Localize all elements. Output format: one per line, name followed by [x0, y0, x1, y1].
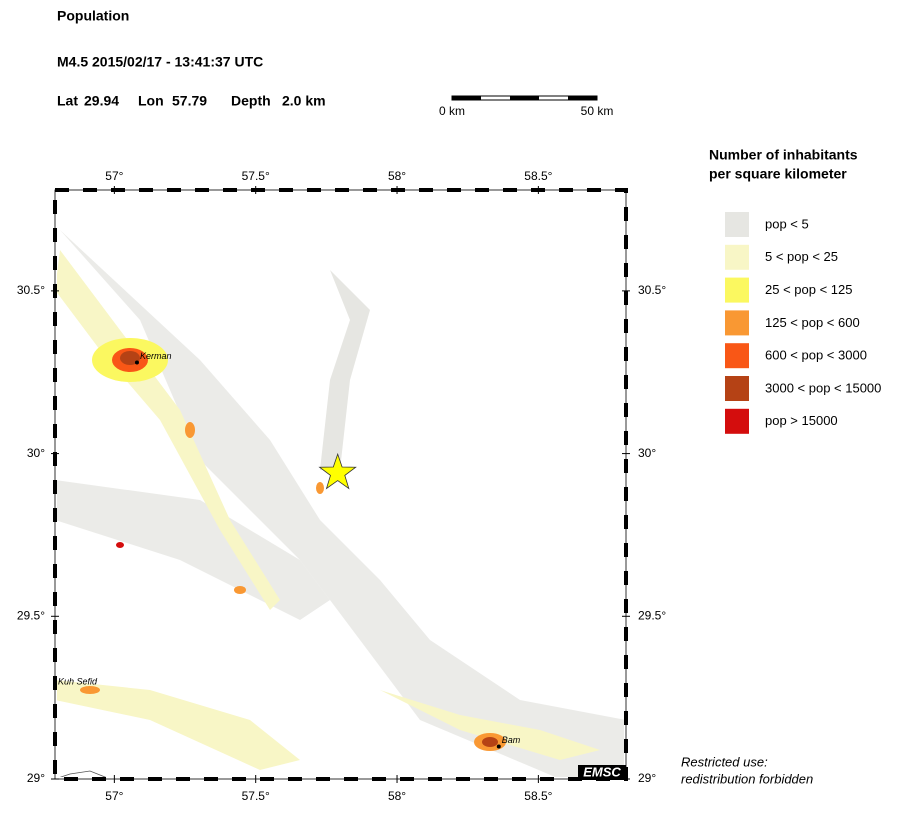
frame: [53, 188, 628, 781]
notice: Restricted use:: [681, 754, 768, 769]
legend-swatch: [725, 277, 749, 303]
lon-tick-label: 58.5°: [524, 169, 552, 183]
lon-tick-label: 58°: [388, 789, 406, 803]
event: M4.5 2015/02/17 - 13:41:37 UTC: [57, 54, 263, 70]
lon-tick-label: 57.5°: [242, 789, 270, 803]
legend-label: 125 < pop < 600: [765, 315, 860, 330]
legend-swatch: [725, 408, 749, 434]
scale-start: 0 km: [439, 104, 465, 118]
lon-tick-label: 58°: [388, 169, 406, 183]
legend-swatch: [725, 244, 749, 270]
legend-label: 600 < pop < 3000: [765, 348, 867, 363]
scale-bar: [451, 95, 598, 101]
badge: EMSC: [583, 764, 621, 779]
city-label: Kerman: [140, 351, 172, 361]
legend-label: 5 < pop < 25: [765, 249, 838, 264]
badge-bg: [578, 765, 626, 780]
lat-tick-label: 30°: [27, 446, 45, 460]
city-label: Kuh Sefid: [58, 676, 98, 686]
notice: redistribution forbidden: [681, 771, 813, 786]
legend-label: pop < 5: [765, 216, 809, 231]
population-raster: [55, 190, 626, 779]
legend-title: per square kilometer: [709, 166, 847, 182]
legend-swatch: [725, 343, 749, 369]
legend-label: pop > 15000: [765, 413, 838, 428]
lat-tick-label: 29.5°: [17, 608, 45, 622]
lon-label: Lon: [138, 93, 164, 109]
legend-label: 3000 < pop < 15000: [765, 380, 881, 395]
city-marker: [134, 360, 139, 365]
legend-swatch: [725, 212, 749, 237]
lat-tick-label: 29.5°: [638, 608, 666, 622]
epicenter: [318, 452, 357, 490]
lat-tick-label: 30.5°: [638, 283, 666, 297]
lon-tick-label: 57°: [105, 789, 123, 803]
city-marker: [496, 744, 501, 749]
lon: 57.79: [172, 93, 207, 109]
depth: 2.0 km: [282, 93, 326, 109]
lat-label: Lat: [57, 93, 78, 109]
legend-title: Number of inhabitants: [709, 147, 858, 163]
legend-swatch: [725, 376, 749, 401]
scale-end: 50 km: [581, 104, 614, 118]
city-marker: [53, 685, 57, 690]
lat-tick-label: 29°: [638, 771, 656, 785]
lat-tick-label: 29°: [27, 771, 45, 785]
city-label: Bam: [502, 735, 521, 745]
lon-tick-label: 58.5°: [524, 789, 552, 803]
lon-tick-label: 57°: [105, 169, 123, 183]
legend-label: 25 < pop < 125: [765, 282, 852, 297]
lat-tick-label: 30°: [638, 446, 656, 460]
lat-tick-label: 30.5°: [17, 283, 45, 297]
title: Population: [57, 8, 129, 24]
lat: 29.94: [84, 93, 119, 109]
lon-tick-label: 57.5°: [242, 169, 270, 183]
depth-label: Depth: [231, 93, 271, 109]
legend-swatch: [725, 310, 749, 336]
